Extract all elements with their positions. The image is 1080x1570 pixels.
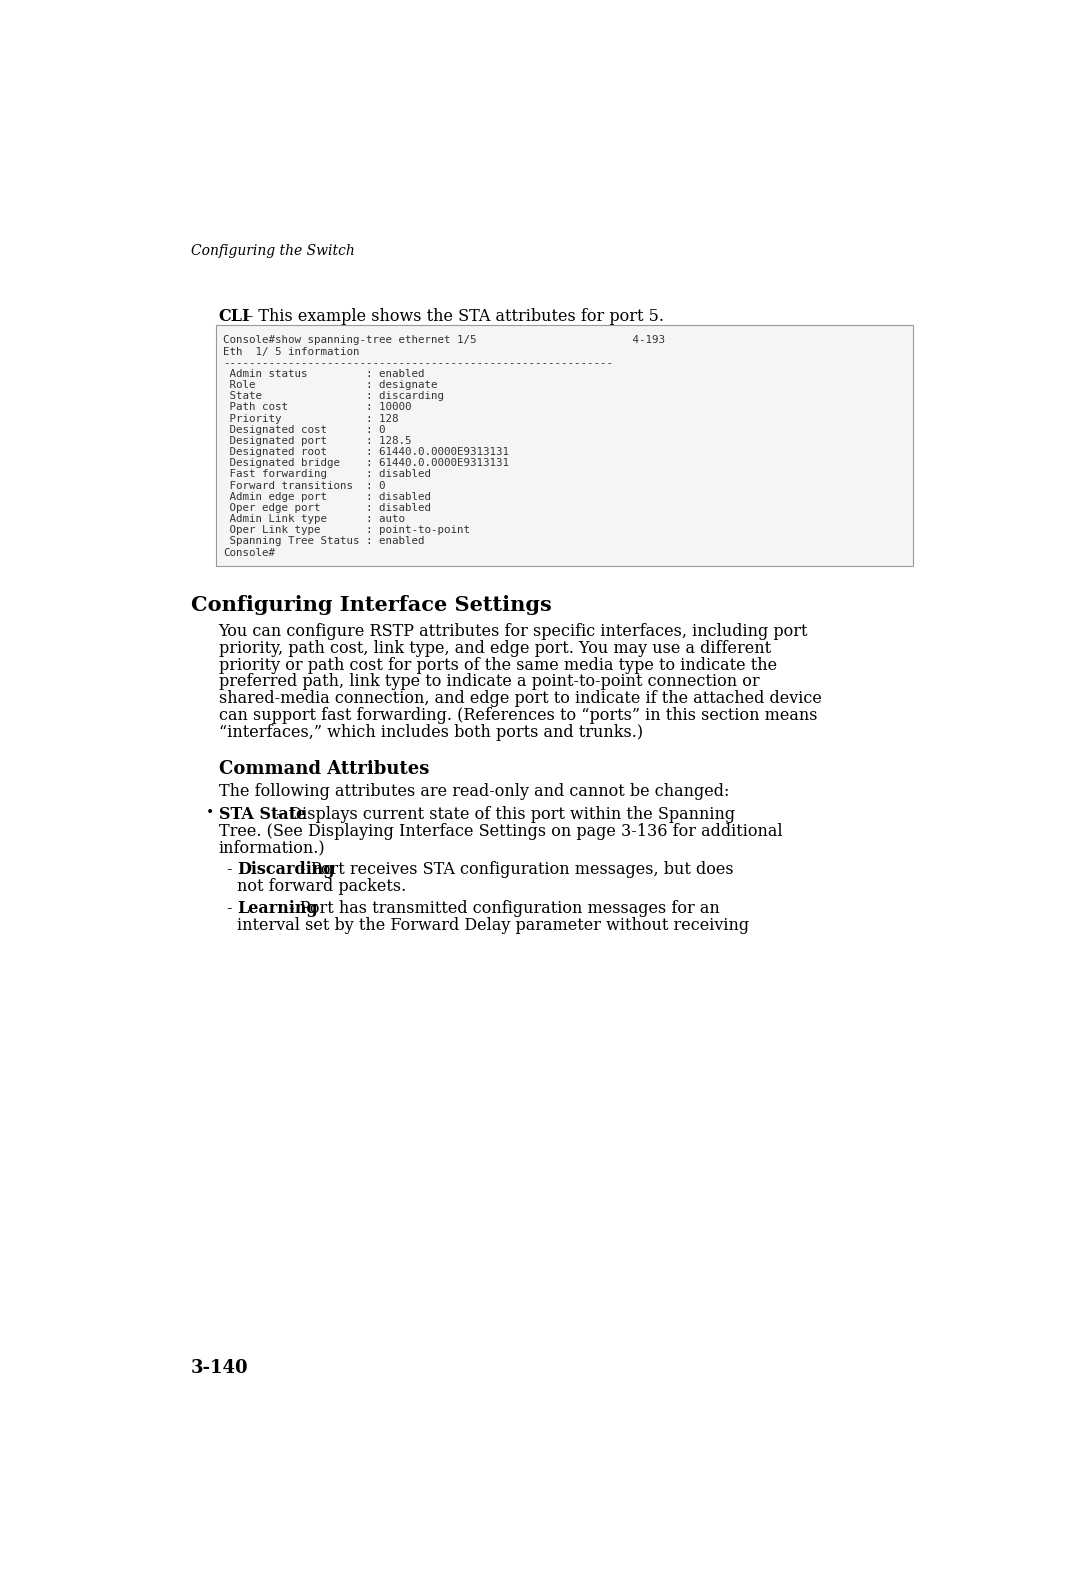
Text: Admin edge port      : disabled: Admin edge port : disabled [224, 491, 431, 502]
Text: Admin Link type      : auto: Admin Link type : auto [224, 513, 405, 524]
Text: information.): information.) [218, 840, 325, 857]
FancyBboxPatch shape [216, 325, 913, 565]
Text: Designated bridge    : 61440.0.0000E9313131: Designated bridge : 61440.0.0000E9313131 [224, 458, 510, 468]
Text: Learning: Learning [238, 900, 318, 917]
Text: Fast forwarding      : disabled: Fast forwarding : disabled [224, 469, 431, 479]
Text: Eth  1/ 5 information: Eth 1/ 5 information [224, 347, 360, 356]
Text: -: - [227, 862, 232, 878]
Text: •: • [206, 805, 215, 820]
Text: Oper Link type       : point-to-point: Oper Link type : point-to-point [224, 526, 471, 535]
Text: Priority             : 128: Priority : 128 [224, 413, 399, 424]
Text: CLI: CLI [218, 308, 251, 325]
Text: Path cost            : 10000: Path cost : 10000 [224, 402, 411, 413]
Text: – Displays current state of this port within the Spanning: – Displays current state of this port wi… [271, 805, 735, 823]
Text: priority, path cost, link type, and edge port. You may use a different: priority, path cost, link type, and edge… [218, 639, 771, 656]
Text: shared-media connection, and edge port to indicate if the attached device: shared-media connection, and edge port t… [218, 691, 822, 708]
Text: Designated port      : 128.5: Designated port : 128.5 [224, 436, 411, 446]
Text: Oper edge port       : disabled: Oper edge port : disabled [224, 502, 431, 513]
Text: STA State: STA State [218, 805, 306, 823]
Text: - Port has transmitted configuration messages for an: - Port has transmitted configuration mes… [284, 900, 719, 917]
Text: priority or path cost for ports of the same media type to indicate the: priority or path cost for ports of the s… [218, 656, 777, 674]
Text: The following attributes are read-only and cannot be changed:: The following attributes are read-only a… [218, 783, 729, 799]
Text: 3-140: 3-140 [191, 1358, 248, 1377]
Text: Designated cost      : 0: Designated cost : 0 [224, 425, 386, 435]
Text: Console#show spanning-tree ethernet 1/5                        4-193: Console#show spanning-tree ethernet 1/5 … [224, 336, 665, 345]
Text: can support fast forwarding. (References to “ports” in this section means: can support fast forwarding. (References… [218, 708, 818, 724]
Text: You can configure RSTP attributes for specific interfaces, including port: You can configure RSTP attributes for sp… [218, 623, 808, 639]
Text: – This example shows the STA attributes for port 5.: – This example shows the STA attributes … [240, 308, 663, 325]
Text: ------------------------------------------------------------: ----------------------------------------… [224, 358, 613, 367]
Text: Spanning Tree Status : enabled: Spanning Tree Status : enabled [224, 537, 424, 546]
Text: Command Attributes: Command Attributes [218, 760, 429, 777]
Text: - Port receives STA configuration messages, but does: - Port receives STA configuration messag… [296, 862, 734, 878]
Text: State                : discarding: State : discarding [224, 391, 444, 402]
Text: interval set by the Forward Delay parameter without receiving: interval set by the Forward Delay parame… [238, 917, 750, 934]
Text: Console#: Console# [224, 548, 275, 557]
Text: Forward transitions  : 0: Forward transitions : 0 [224, 480, 386, 490]
Text: preferred path, link type to indicate a point-to-point connection or: preferred path, link type to indicate a … [218, 674, 759, 691]
Text: Discarding: Discarding [238, 862, 335, 878]
Text: Role                 : designate: Role : designate [224, 380, 437, 389]
Text: Tree. (See Displaying Interface Settings on page 3-136 for additional: Tree. (See Displaying Interface Settings… [218, 823, 782, 840]
Text: Configuring Interface Settings: Configuring Interface Settings [191, 595, 552, 615]
Text: -: - [227, 900, 232, 917]
Text: “interfaces,” which includes both ports and trunks.): “interfaces,” which includes both ports … [218, 724, 643, 741]
Text: not forward packets.: not forward packets. [238, 878, 406, 895]
Text: Configuring the Switch: Configuring the Switch [191, 243, 354, 257]
Text: Admin status         : enabled: Admin status : enabled [224, 369, 424, 378]
Text: Designated root      : 61440.0.0000E9313131: Designated root : 61440.0.0000E9313131 [224, 447, 510, 457]
